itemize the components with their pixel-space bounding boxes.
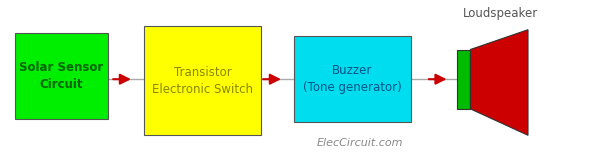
Text: Loudspeaker: Loudspeaker [463, 7, 539, 20]
Text: Solar Sensor
Circuit: Solar Sensor Circuit [19, 61, 104, 91]
Text: ElecCircuit.com: ElecCircuit.com [317, 138, 403, 148]
Bar [457, 50, 470, 109]
Bar [294, 36, 411, 122]
Bar [15, 33, 108, 119]
Text: Buzzer
(Tone generator): Buzzer (Tone generator) [303, 64, 402, 94]
Text: Transistor
Electronic Switch: Transistor Electronic Switch [152, 66, 253, 96]
Polygon shape [470, 30, 528, 135]
Bar [144, 26, 261, 135]
